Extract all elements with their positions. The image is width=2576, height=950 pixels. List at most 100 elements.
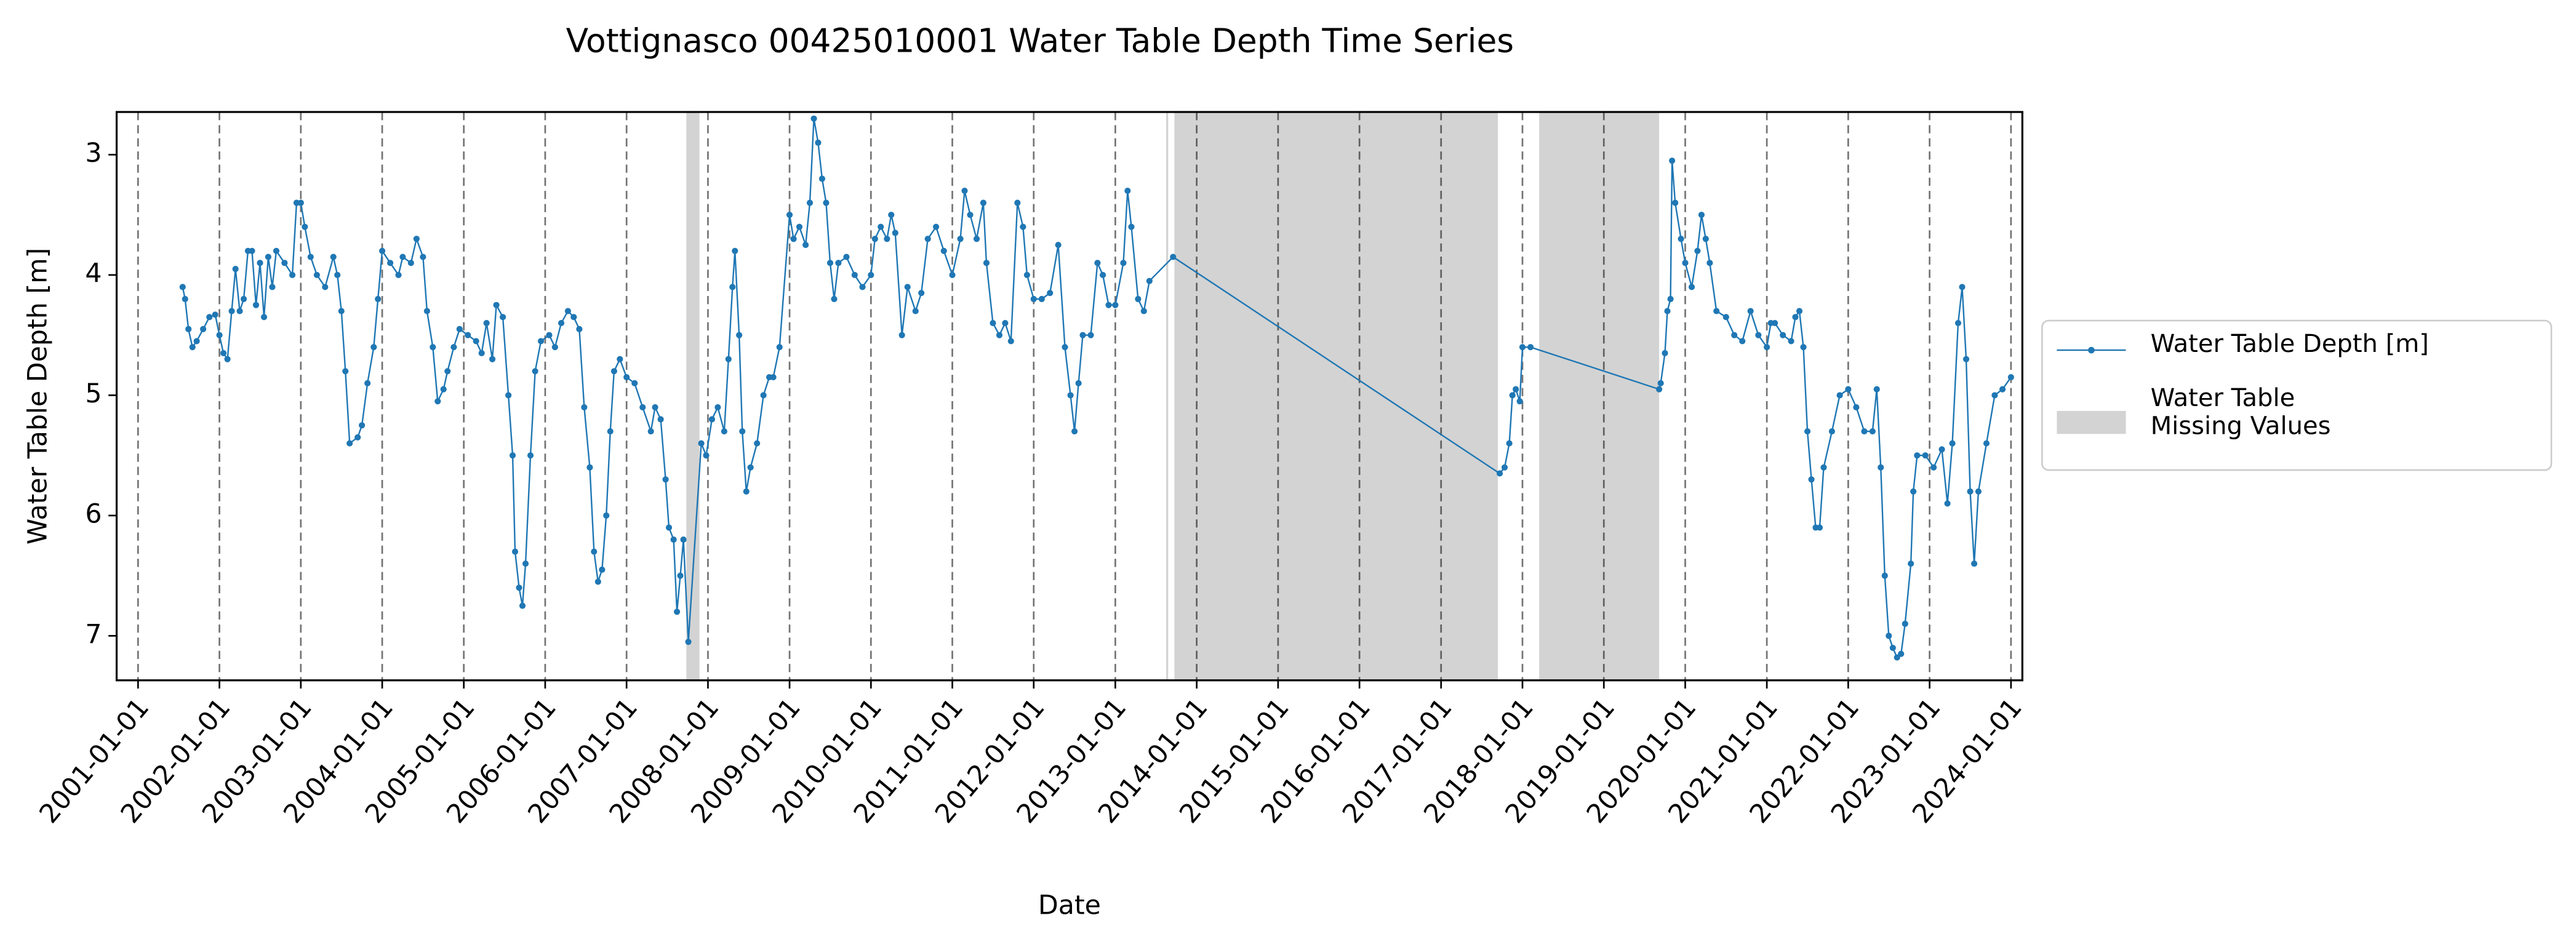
data-point — [1112, 301, 1119, 308]
legend-marker-swatch — [2088, 346, 2095, 354]
data-point — [1688, 284, 1695, 290]
data-point — [802, 241, 809, 249]
data-point — [776, 344, 783, 351]
data-point — [249, 247, 255, 254]
data-point — [1496, 470, 1503, 477]
data-point — [796, 223, 803, 230]
data-point — [721, 428, 727, 435]
data-point — [1682, 260, 1689, 266]
data-point — [444, 368, 451, 375]
data-point — [973, 236, 980, 242]
data-point — [607, 428, 614, 435]
missing-band — [686, 112, 700, 681]
data-point — [1128, 223, 1135, 230]
data-point — [440, 386, 447, 393]
data-point — [1702, 236, 1709, 242]
data-point — [193, 338, 200, 345]
data-point — [1664, 308, 1671, 314]
data-point — [516, 585, 522, 591]
data-point — [1886, 633, 1892, 639]
data-point — [1014, 199, 1021, 206]
data-point — [1047, 290, 1054, 297]
data-point — [1991, 392, 1998, 399]
data-point — [1894, 654, 1900, 661]
data-point — [610, 368, 617, 375]
legend-entry: Water Table Depth [m] — [2150, 330, 2429, 359]
data-point — [1908, 561, 1914, 567]
data-point — [576, 325, 583, 332]
data-point — [703, 452, 710, 459]
data-point — [1739, 338, 1746, 345]
data-point — [500, 314, 506, 321]
data-point — [399, 253, 406, 260]
data-point — [1788, 338, 1794, 345]
data-point — [387, 260, 394, 266]
data-point — [273, 247, 280, 254]
data-point — [631, 380, 638, 386]
legend-box — [2041, 319, 2553, 471]
data-point — [1869, 428, 1876, 435]
data-point — [1002, 320, 1009, 327]
data-point — [815, 139, 822, 146]
legend-label: Water Table Depth [m] — [2150, 330, 2429, 359]
data-point — [185, 325, 192, 332]
data-point — [586, 464, 593, 471]
data-point — [732, 247, 738, 254]
data-point — [1873, 386, 1880, 393]
plot-frame — [115, 111, 2023, 682]
data-point — [884, 236, 890, 242]
data-point — [2007, 373, 2014, 381]
data-point — [591, 548, 598, 555]
data-point — [1954, 320, 1962, 327]
data-point — [1914, 452, 1921, 459]
data-point — [252, 301, 260, 308]
data-point — [760, 392, 767, 399]
data-point — [1007, 338, 1014, 345]
data-point — [1071, 428, 1078, 435]
data-point — [257, 260, 263, 266]
data-point — [473, 338, 479, 345]
data-point — [888, 212, 895, 218]
data-point — [617, 356, 623, 362]
y-tick-label: 4 — [85, 258, 102, 289]
data-point — [519, 602, 526, 609]
data-point — [527, 452, 534, 459]
data-point — [786, 212, 793, 218]
data-point — [224, 356, 231, 362]
data-point — [302, 223, 308, 230]
data-point — [1861, 428, 1868, 435]
data-point — [818, 175, 826, 182]
data-point — [581, 404, 588, 411]
data-point — [1828, 428, 1835, 435]
data-point — [924, 236, 931, 242]
data-point — [493, 301, 500, 308]
data-point — [670, 536, 677, 543]
data-point — [228, 308, 235, 314]
data-point — [1731, 332, 1738, 338]
data-point — [478, 349, 485, 357]
data-point — [413, 236, 420, 242]
data-point — [307, 253, 314, 260]
y-axis-label: Water Table Depth [m] — [23, 248, 54, 545]
data-point — [729, 284, 736, 290]
data-point — [594, 578, 601, 585]
data-point — [1030, 295, 1037, 303]
data-point — [949, 271, 956, 278]
data-point — [933, 223, 940, 230]
missing-band — [1166, 112, 1169, 681]
data-point — [747, 464, 754, 471]
data-point — [375, 295, 382, 303]
data-point — [1506, 440, 1513, 447]
data-point — [1970, 561, 1978, 567]
data-point — [1836, 392, 1843, 399]
data-point — [1657, 380, 1664, 386]
data-point — [1075, 380, 1082, 386]
data-point — [322, 284, 329, 290]
data-point — [1944, 500, 1951, 507]
data-point — [434, 398, 441, 405]
data-point — [736, 332, 743, 338]
data-point — [1853, 404, 1860, 411]
data-point — [1698, 212, 1705, 218]
data-point — [236, 308, 243, 314]
